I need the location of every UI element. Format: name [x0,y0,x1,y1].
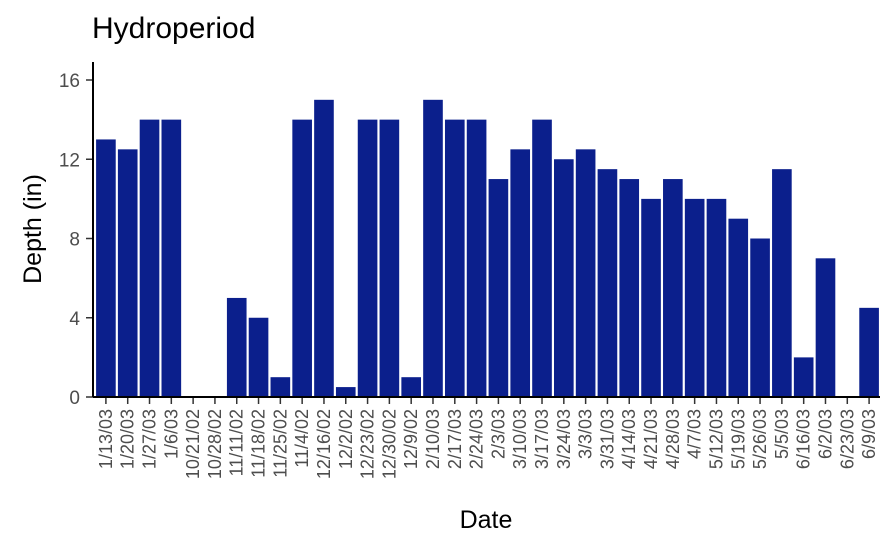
bar-6-9-03 [859,307,879,397]
x-tick-label: 2/3/03 [488,409,508,459]
x-tick-label: 11/18/02 [249,409,269,478]
x-axis-ticks: 1/13/03 1/20/03 1/27/03 1/6/03 10/21/02 10/28… [96,397,879,479]
bar-1-6-03 [161,119,182,398]
bar-2-10-03 [423,99,443,397]
bar-3-24-03 [554,159,574,397]
bar-5-19-03 [728,218,749,397]
chart-title: Hydroperiod [92,12,255,45]
bar-12-9-02 [401,377,421,397]
bar-11-18-02 [248,317,269,397]
x-tick-label: 2/10/03 [423,409,443,469]
x-tick-label: 12/9/02 [401,409,421,469]
bar-12-2-02 [335,387,356,397]
bar-6-2-03 [815,258,836,397]
x-tick-label: 6/2/03 [815,409,835,459]
x-tick-label: 10/28/02 [205,409,225,479]
x-tick-label: 5/5/03 [772,409,792,459]
x-tick-label: 2/24/03 [467,409,487,469]
y-tick-label: 0 [69,388,80,409]
x-tick-label: 11/11/02 [227,409,247,476]
bar-4-14-03 [619,179,640,397]
bar-11-11-02 [226,297,247,397]
bar-12-30-02 [379,119,400,398]
x-tick-label: 4/7/03 [685,409,705,459]
y-axis-ticks: 0 4 8 12 16 [59,71,93,409]
x-tick-label: 6/9/03 [859,409,879,459]
x-tick-label: 4/28/03 [663,409,683,469]
y-tick-label: 12 [59,150,80,171]
bar-11-25-02 [270,377,291,397]
x-tick-label: 6/16/03 [794,409,814,469]
x-tick-label: 3/3/03 [576,409,596,459]
x-tick-label: 4/21/03 [641,409,661,469]
x-tick-label: 3/24/03 [554,409,574,469]
bar-3-31-03 [597,169,618,397]
x-tick-label: 1/27/03 [140,409,160,469]
bar-5-26-03 [750,238,770,397]
x-tick-label: 1/13/03 [96,409,116,469]
bar-4-7-03 [684,198,705,398]
bar-6-16-03 [793,357,814,398]
x-tick-label: 1/6/03 [161,409,181,459]
bar-3-10-03 [510,149,531,397]
bar-4-28-03 [663,179,683,397]
x-axis-title: Date [460,506,513,534]
bar-12-16-02 [314,99,334,397]
bar-4-21-03 [641,198,661,398]
x-tick-label: 12/16/02 [314,409,334,479]
bar-11-4-02 [292,119,312,398]
x-tick-label: 12/2/02 [336,409,356,469]
x-tick-label: 3/17/03 [532,409,552,469]
x-tick-label: 12/23/02 [358,409,378,479]
bar-2-3-03 [488,179,509,397]
y-tick-label: 16 [59,71,80,92]
y-tick-label: 4 [69,309,80,330]
bar-3-3-03 [575,149,596,397]
bar-12-23-02 [357,119,378,398]
x-tick-label: 3/31/03 [597,409,617,469]
bar-1-13-03 [96,139,116,397]
bar-2-17-03 [444,119,465,398]
bar-2-24-03 [466,119,487,398]
x-tick-label: 11/4/02 [292,409,312,468]
x-tick-label: 5/26/03 [750,409,770,469]
y-axis-title: Depth (in) [19,174,47,284]
x-tick-label: 12/30/02 [379,409,399,479]
bar-3-17-03 [532,119,552,398]
y-tick-label: 8 [69,230,80,251]
bar-5-12-03 [706,198,727,398]
x-tick-label: 10/21/02 [183,409,203,479]
x-tick-label: 5/19/03 [728,409,748,469]
bar-5-5-03 [772,169,792,397]
bars-group [96,99,879,398]
x-tick-label: 1/20/03 [118,409,138,469]
bar-1-20-03 [117,149,138,397]
x-tick-label: 4/14/03 [619,409,639,469]
x-tick-label: 5/12/03 [706,409,726,469]
x-tick-label: 3/10/03 [510,409,530,469]
x-tick-label: 11/25/02 [270,409,290,478]
x-tick-label: 2/17/03 [445,409,465,469]
bar-1-27-03 [139,119,160,398]
x-tick-label: 6/23/03 [837,409,857,469]
